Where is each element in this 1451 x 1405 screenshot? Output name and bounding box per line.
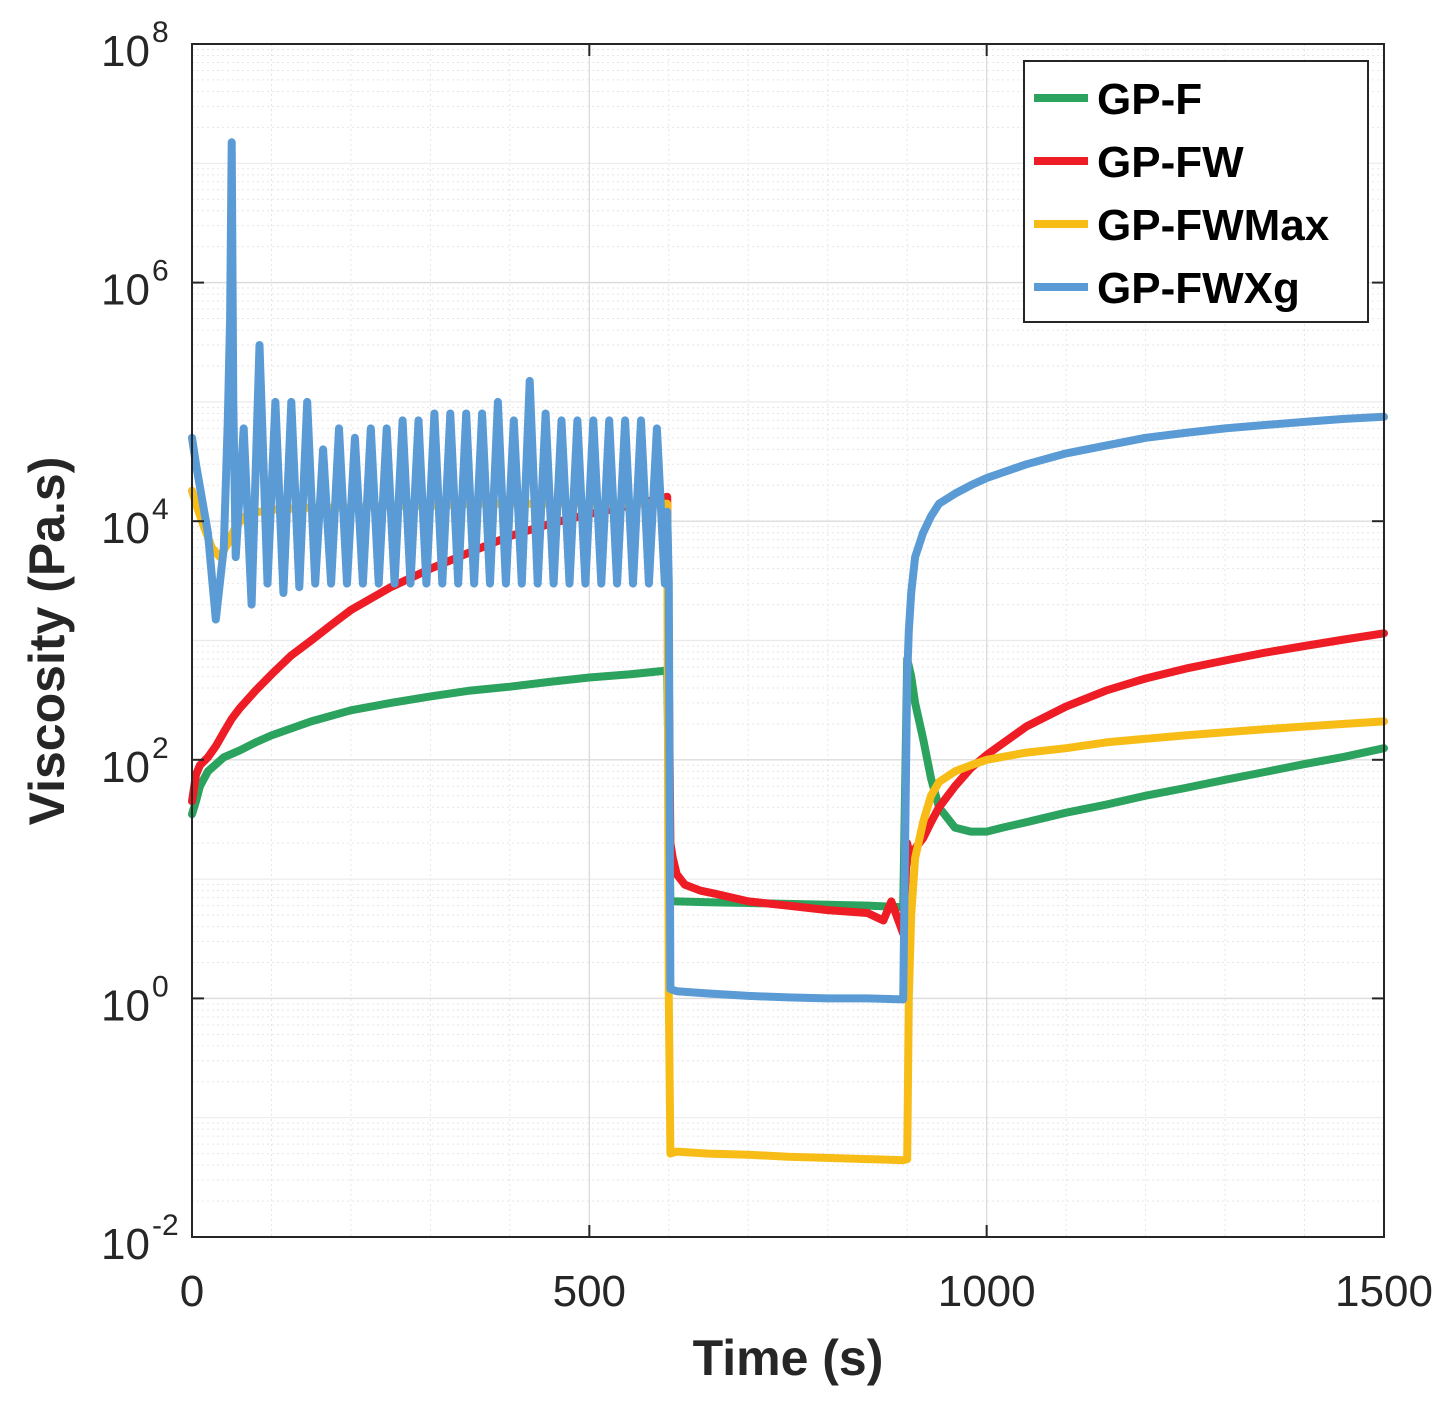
y-tick-base: 10 [101, 981, 150, 1030]
x-tick-label: 1500 [1335, 1267, 1433, 1316]
series-line-gp-fw [188, 492, 1388, 938]
legend-entry: GP-F [1034, 75, 1202, 124]
y-tick-exponent: -2 [152, 1209, 179, 1242]
y-tick-label: 10 4 [101, 493, 169, 553]
series-layer [188, 138, 1388, 1165]
legend-label: GP-FWXg [1097, 264, 1300, 313]
x-tick-label: 500 [553, 1267, 626, 1316]
x-tick-label: 0 [180, 1267, 204, 1316]
y-tick-exponent: 6 [152, 255, 169, 288]
y-tick-label: 10 -2 [101, 1209, 179, 1269]
legend: GP-F GP-FW GP-FWMax GP-FWXg [1023, 60, 1369, 323]
x-tick-labels: 0 500 1000 1500 [180, 1267, 1433, 1316]
plot-frame [191, 43, 1385, 1238]
y-axis-title: Viscosity (Pa.s) [19, 457, 75, 826]
y-tick-base: 10 [101, 743, 150, 792]
y-tick-exponent: 4 [152, 493, 169, 526]
legend-entry: GP-FWMax [1034, 201, 1330, 250]
y-tick-base: 10 [101, 266, 150, 315]
y-tick-label: 10 6 [101, 255, 169, 315]
x-tick-label: 1000 [938, 1267, 1036, 1316]
y-tick-exponent: 2 [152, 732, 169, 765]
series-line-gp-fwxg [188, 138, 1388, 1004]
x-axis-title: Time (s) [693, 1330, 884, 1386]
legend-entry: GP-FWXg [1034, 264, 1300, 313]
y-tick-label: 10 8 [101, 16, 169, 76]
y-tick-base: 10 [101, 27, 150, 76]
y-tick-exponent: 0 [152, 970, 169, 1003]
y-tick-base: 10 [101, 504, 150, 553]
tick-marks [191, 43, 1385, 1238]
legend-entry: GP-FW [1034, 138, 1244, 187]
y-tick-exponent: 8 [152, 16, 169, 49]
y-tick-label: 10 2 [101, 732, 169, 792]
legend-label: GP-FW [1097, 138, 1244, 187]
y-tick-base: 10 [101, 1220, 150, 1269]
legend-box [1023, 60, 1369, 323]
legend-label: GP-FWMax [1097, 201, 1330, 250]
legend-label: GP-F [1097, 75, 1202, 124]
y-tick-label: 10 0 [101, 970, 169, 1030]
